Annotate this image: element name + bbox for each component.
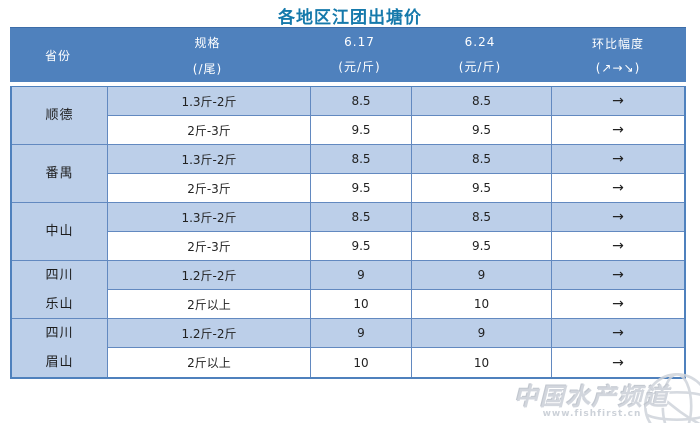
header-spec: 规格 (/尾) (106, 28, 309, 82)
header-date2-line2: (元/斤) (458, 60, 502, 74)
price-cell: 9.5 (311, 116, 412, 145)
province-cell: 中山 (12, 203, 108, 261)
price-cell: 9.5 (412, 116, 552, 145)
header-trend-line2: (↗→↘) (595, 61, 641, 75)
price-cell: 10 (412, 290, 552, 319)
trend-cell: → (552, 290, 684, 319)
trend-cell: → (552, 116, 684, 145)
province-name: 顺德 (45, 108, 74, 123)
spec-cell: 2斤-3斤 (108, 232, 311, 261)
spec-cell: 2斤-3斤 (108, 116, 311, 145)
province-name: 番禺 (45, 166, 74, 181)
spec-cell: 2斤以上 (108, 290, 311, 319)
spec-cell: 1.3斤-2斤 (108, 145, 311, 174)
price-cell: 9 (412, 319, 552, 348)
price-cell: 9.5 (311, 174, 412, 203)
header-separator (10, 82, 686, 86)
price-cell: 9 (311, 319, 412, 348)
price-cell: 8.5 (412, 145, 552, 174)
header-trend-line1: 环比幅度 (591, 37, 644, 51)
header-spec-line1: 规格 (194, 35, 221, 50)
price-cell: 9 (412, 261, 552, 290)
header-province-label: 省份 (44, 48, 71, 63)
page-title: 各地区江团出塘价 (278, 8, 422, 28)
trend-cell: → (552, 261, 684, 290)
table-body: 顺德 1.3斤-2斤 8.5 8.5 → 2斤-3斤 9.5 9.5 → 番禺 … (10, 86, 686, 379)
price-cell: 9.5 (412, 232, 552, 261)
price-cell: 10 (412, 348, 552, 377)
header-date1: 6.17 (元/斤) (309, 28, 410, 82)
price-cell: 8.5 (412, 203, 552, 232)
price-table: 省份 规格 (/尾) 6.17 (元/斤) 6.24 (元/斤) 环比幅度 (↗… (10, 27, 686, 379)
table-header: 省份 规格 (/尾) 6.17 (元/斤) 6.24 (元/斤) 环比幅度 (↗… (10, 27, 686, 82)
price-cell: 10 (311, 348, 412, 377)
trend-cell: → (552, 348, 684, 377)
province-name: 中山 (45, 224, 74, 239)
price-cell: 8.5 (311, 203, 412, 232)
spec-cell: 1.2斤-2斤 (108, 319, 311, 348)
header-province: 省份 (10, 28, 106, 82)
province-name: 乐山 (45, 296, 74, 312)
trend-cell: → (552, 232, 684, 261)
header-date2: 6.24 (元/斤) (410, 28, 550, 82)
trend-cell: → (552, 203, 684, 232)
header-date1-line2: (元/斤) (338, 60, 381, 74)
price-cell: 9 (311, 261, 412, 290)
spec-cell: 1.3斤-2斤 (108, 203, 311, 232)
spec-cell: 1.2斤-2斤 (108, 261, 311, 290)
price-cell: 8.5 (311, 145, 412, 174)
spec-cell: 2斤以上 (108, 348, 311, 377)
province-cell: 顺德 (12, 87, 108, 145)
trend-cell: → (552, 87, 684, 116)
province-cell: 番禺 (12, 145, 108, 203)
price-cell: 10 (311, 290, 412, 319)
header-date1-line1: 6.17 (344, 35, 375, 49)
price-cell: 9.5 (311, 232, 412, 261)
province-name: 四川 (45, 326, 74, 341)
province-name: 眉山 (45, 355, 74, 370)
header-spec-line2: (/尾) (192, 61, 223, 76)
price-cell: 8.5 (311, 87, 412, 116)
province-cell: 四川 眉山 (12, 319, 108, 377)
price-cell: 8.5 (412, 87, 552, 116)
province-name: 四川 (45, 267, 74, 283)
trend-cell: → (552, 319, 684, 348)
province-cell: 四川 乐山 (12, 261, 108, 319)
trend-cell: → (552, 174, 684, 203)
trend-cell: → (552, 145, 684, 174)
price-cell: 9.5 (412, 174, 552, 203)
globe-icon (643, 372, 700, 423)
spec-cell: 1.3斤-2斤 (108, 87, 311, 116)
header-trend: 环比幅度 (↗→↘) (550, 28, 686, 82)
spec-cell: 2斤-3斤 (108, 174, 311, 203)
header-date2-line1: 6.24 (464, 35, 496, 49)
